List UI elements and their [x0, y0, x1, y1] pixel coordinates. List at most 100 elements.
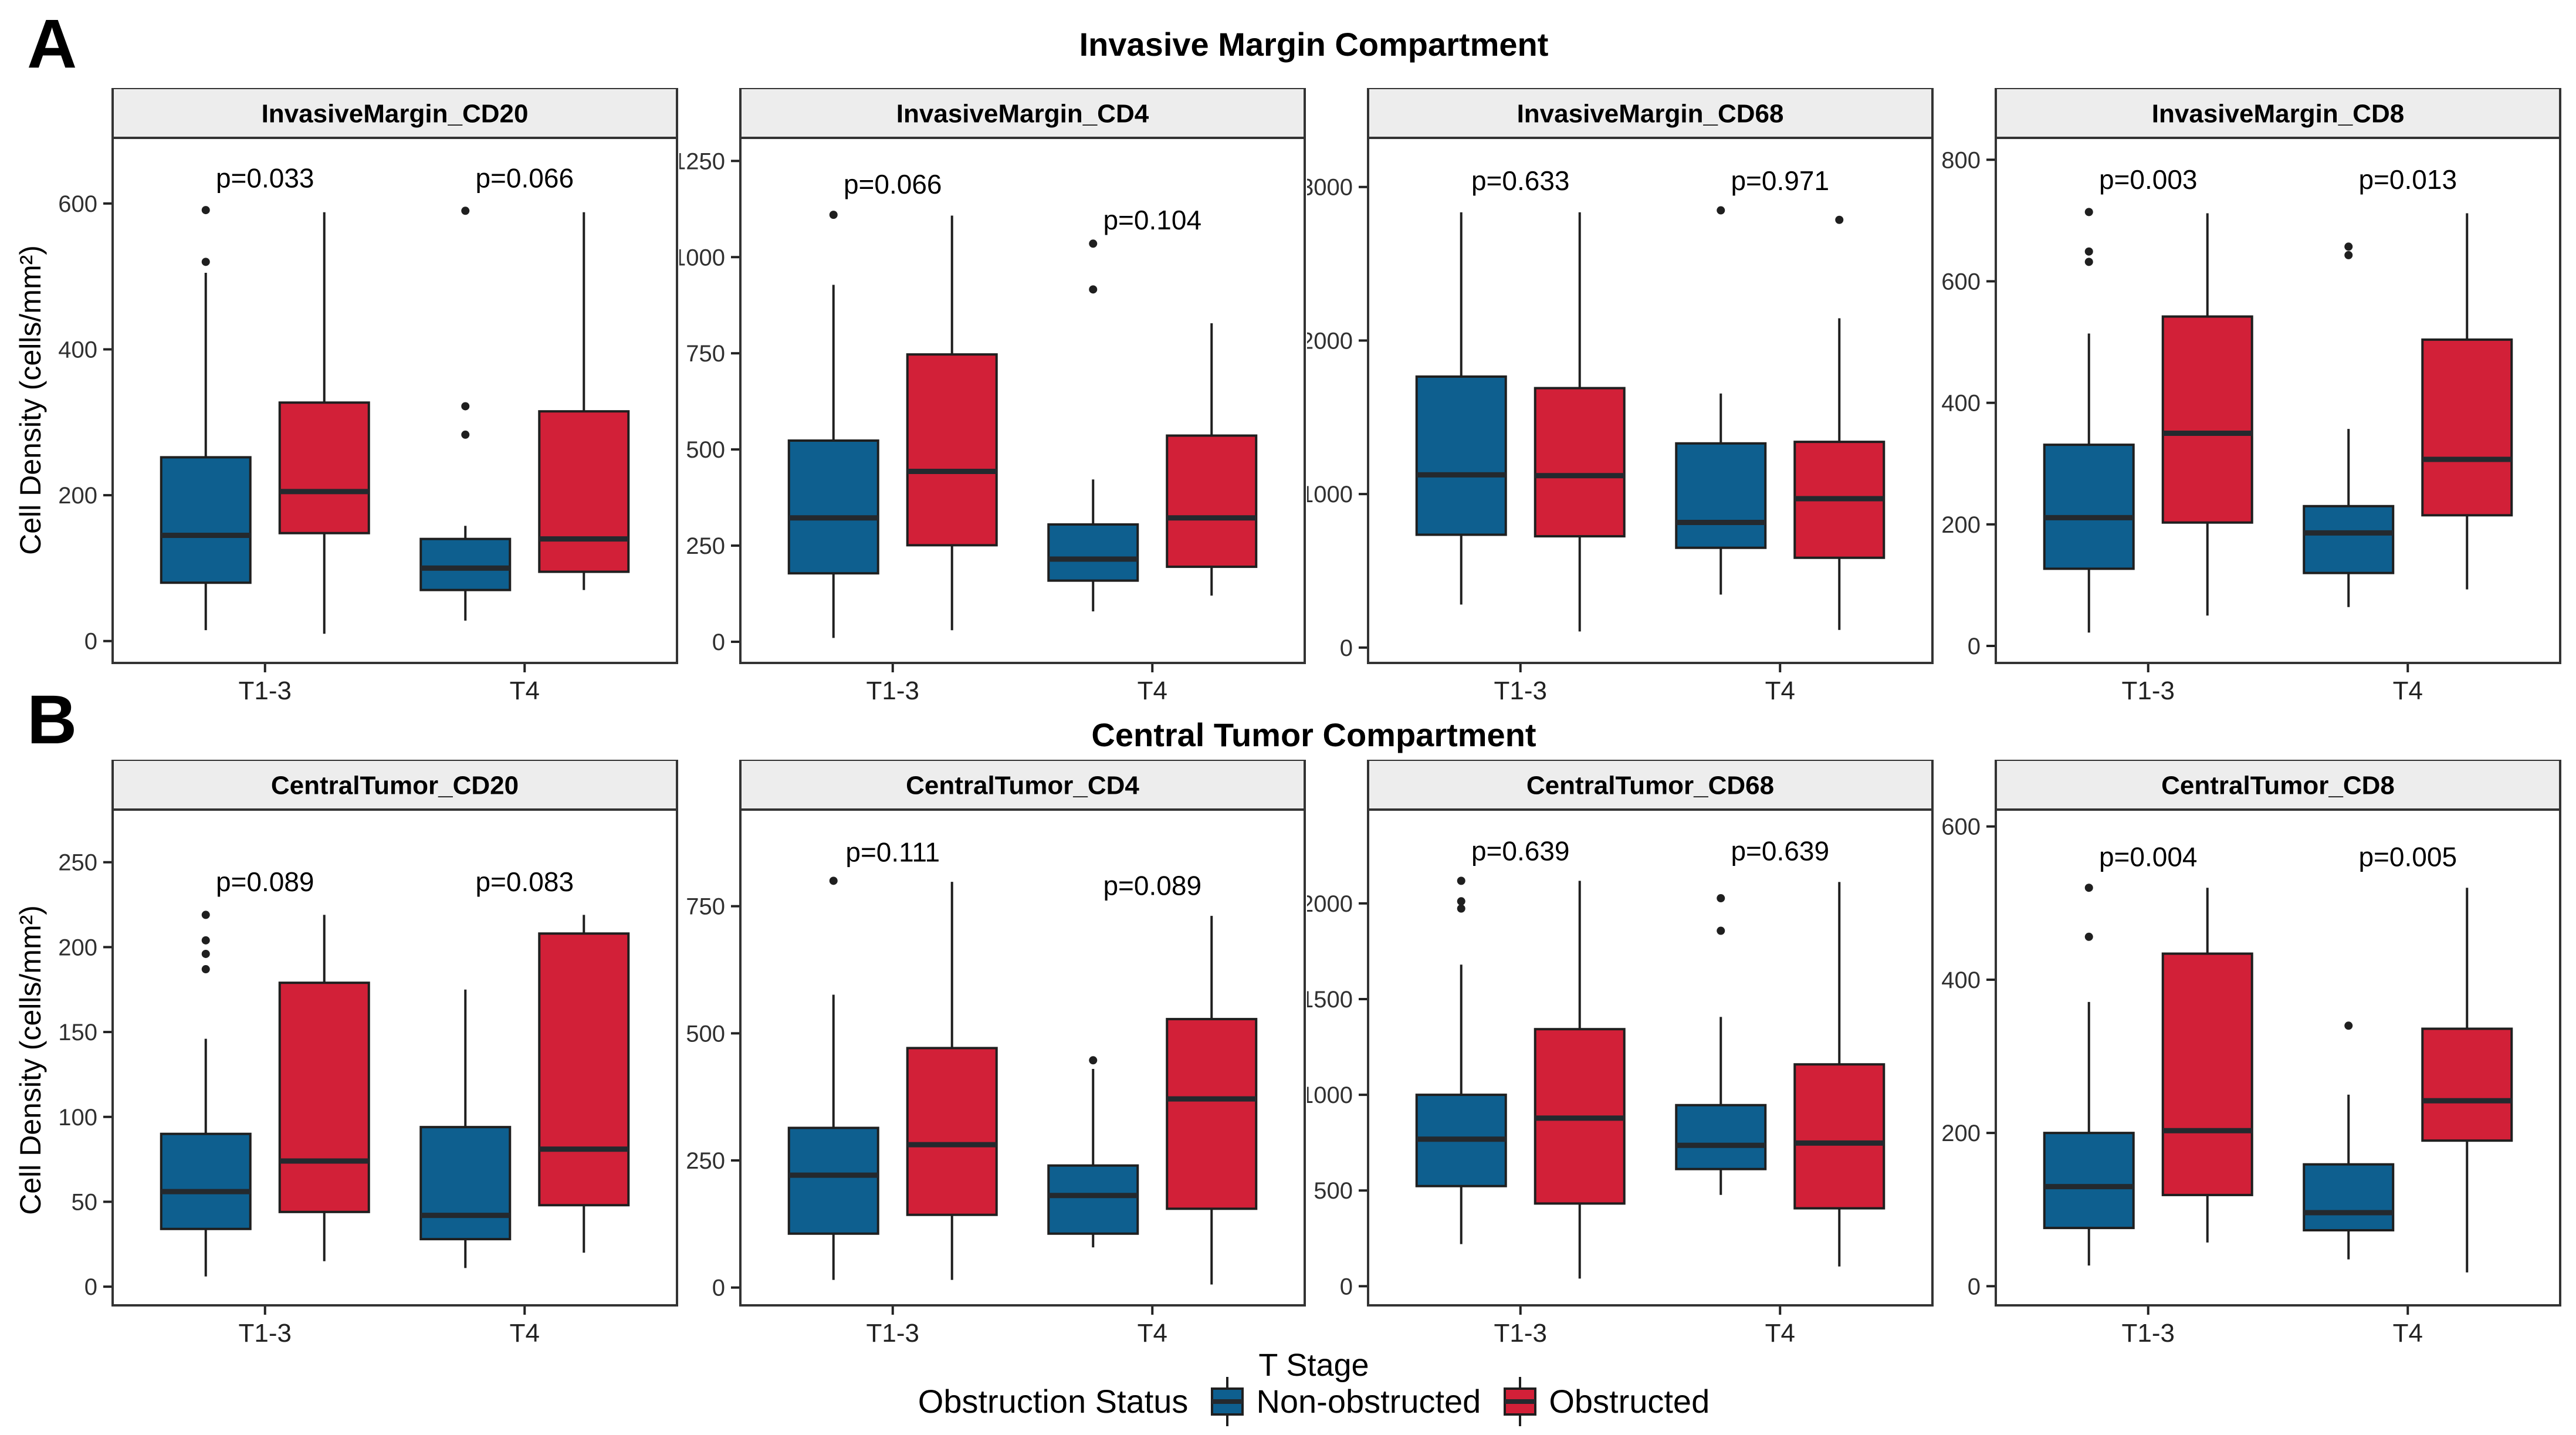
svg-text:600: 600	[1941, 814, 1981, 840]
row-a-panels: 0 200 400 600 T1-3 p=0.033 T4 p=0.066 InvasiveMa…	[0, 88, 2576, 710]
p-value-label: p=0.633	[1471, 165, 1570, 196]
svg-text:2000: 2000	[1307, 891, 1353, 917]
svg-text:1000: 1000	[1307, 482, 1353, 507]
svg-text:T1-3: T1-3	[1494, 676, 1546, 705]
panel-label-b: B	[27, 681, 77, 759]
facet-strip-title: CentralTumor_CD8	[2161, 771, 2395, 800]
svg-text:600: 600	[1941, 269, 1981, 295]
p-value-label: p=0.971	[1731, 165, 1829, 196]
svg-text:T4: T4	[2393, 676, 2423, 705]
row-b-title: Central Tumor Compartment	[1091, 716, 1536, 753]
p-value-label: p=0.089	[216, 867, 314, 897]
legend-label-non-obstructed: Non-obstructed	[1256, 1383, 1481, 1420]
p-value-label: p=0.089	[1103, 871, 1201, 901]
svg-text:200: 200	[1941, 512, 1981, 538]
panel-label-a: A	[27, 5, 77, 83]
p-value-label: p=0.066	[475, 163, 574, 194]
svg-text:200: 200	[1941, 1121, 1981, 1146]
p-value-label: p=0.111	[845, 837, 940, 867]
p-value-label: p=0.639	[1471, 835, 1570, 866]
svg-text:0: 0	[712, 1275, 725, 1301]
svg-text:0: 0	[84, 629, 97, 655]
svg-text:T1-3: T1-3	[2121, 676, 2174, 705]
legend-item-obstructed: Obstructed	[1501, 1376, 1710, 1427]
legend-label-obstructed: Obstructed	[1549, 1383, 1710, 1420]
row-a-title: Invasive Margin Compartment	[1079, 25, 1549, 63]
svg-text:0: 0	[1340, 1274, 1353, 1299]
svg-text:0: 0	[1340, 635, 1353, 661]
svg-text:500: 500	[686, 437, 725, 463]
svg-text:400: 400	[58, 337, 97, 363]
facet-panel-CentralTumor_CD8: 0 200 400 600 T1-3 p=0.004 T4 p=0.005 CentralTum…	[1941, 760, 2561, 1348]
facet-strip-title: CentralTumor_CD20	[271, 771, 519, 800]
legend: Obstruction Status Non-obstructed Obstru…	[0, 1376, 2576, 1426]
svg-text:1500: 1500	[1307, 987, 1353, 1013]
svg-text:T4: T4	[1765, 1319, 1795, 1348]
facet-strip-title: CentralTumor_CD68	[1526, 771, 1774, 800]
svg-text:T4: T4	[1765, 676, 1795, 705]
svg-text:1000: 1000	[679, 245, 725, 270]
x-axis-title: T Stage	[1258, 1348, 1369, 1383]
svg-text:200: 200	[58, 483, 97, 509]
svg-text:T1-3: T1-3	[2121, 1319, 2174, 1348]
p-value-label: p=0.013	[2358, 164, 2457, 195]
row-b-panels: 0 50 100 150 200 250 T1-3 p=0.089 T4 p=0.083 Centr…	[0, 760, 2576, 1349]
p-value-label: p=0.033	[216, 163, 314, 194]
facet-strip-title: InvasiveMargin_CD20	[262, 100, 529, 128]
svg-text:T4: T4	[510, 676, 540, 705]
y-axis-title-row-b: Cell Density (cells/mm²)	[14, 905, 47, 1215]
svg-text:T1-3: T1-3	[1494, 1319, 1546, 1348]
svg-text:400: 400	[1941, 391, 1981, 417]
svg-text:100: 100	[58, 1105, 97, 1131]
p-value-label: p=0.083	[475, 867, 574, 897]
non-obstructed-boxplot-key-icon	[1208, 1376, 1247, 1427]
facet-panel-InvasiveMargin_CD4: 0 250 500 750 1000 1250 T1-3 p=0.066 T4 p=0.104 In…	[679, 88, 1306, 705]
svg-text:0: 0	[712, 629, 725, 655]
legend-title: Obstruction Status	[918, 1383, 1189, 1420]
svg-text:3000: 3000	[1307, 175, 1353, 201]
facet-strip-title: InvasiveMargin_CD4	[896, 100, 1149, 128]
svg-text:750: 750	[686, 894, 725, 920]
svg-text:500: 500	[1314, 1178, 1353, 1204]
facet-panel-CentralTumor_CD4: 0 250 500 750 T1-3 p=0.111 T4 p=0.089 CentralTum…	[686, 760, 1306, 1348]
svg-text:0: 0	[84, 1274, 97, 1300]
svg-text:T4: T4	[2393, 1319, 2423, 1348]
svg-text:150: 150	[58, 1020, 97, 1045]
facet-panel-CentralTumor_CD20: 0 50 100 150 200 250 T1-3 p=0.089 T4 p=0.083 Centr…	[58, 760, 678, 1348]
svg-text:T1-3: T1-3	[238, 676, 291, 705]
facet-panel-CentralTumor_CD68: 0 500 1000 1500 2000 T1-3 p=0.639 T4 p=0.639 Cent…	[1307, 760, 1934, 1348]
facet-panel-InvasiveMargin_CD20: 0 200 400 600 T1-3 p=0.033 T4 p=0.066 InvasiveMa…	[58, 88, 678, 705]
facet-strip-title: InvasiveMargin_CD68	[1517, 100, 1784, 128]
svg-text:T1-3: T1-3	[238, 1319, 291, 1348]
svg-text:2000: 2000	[1307, 328, 1353, 354]
svg-text:T4: T4	[1138, 676, 1167, 705]
p-value-label: p=0.003	[2099, 164, 2198, 195]
obstructed-boxplot-key-icon	[1501, 1376, 1539, 1427]
facet-panel-InvasiveMargin_CD8: 0 200 400 600 800 T1-3 p=0.003 T4 p=0.013 Invasiv…	[1941, 88, 2561, 705]
legend-item-non-obstructed: Non-obstructed	[1208, 1376, 1481, 1427]
p-value-label: p=0.104	[1103, 205, 1201, 235]
svg-text:250: 250	[686, 1148, 725, 1174]
svg-text:250: 250	[58, 850, 97, 876]
y-axis-title-row-a: Cell Density (cells/mm²)	[14, 245, 47, 555]
svg-text:0: 0	[1968, 1274, 1981, 1299]
svg-text:400: 400	[1941, 967, 1981, 993]
svg-text:T4: T4	[1138, 1319, 1167, 1348]
svg-text:200: 200	[58, 935, 97, 960]
p-value-label: p=0.066	[844, 169, 942, 199]
svg-text:T1-3: T1-3	[866, 676, 919, 705]
svg-text:50: 50	[72, 1189, 98, 1215]
facet-panel-InvasiveMargin_CD68: 0 1000 2000 3000 T1-3 p=0.633 T4 p=0.971 Invasiv…	[1307, 88, 1934, 705]
svg-text:1000: 1000	[1307, 1082, 1353, 1108]
facet-strip-title: InvasiveMargin_CD8	[2152, 100, 2404, 128]
p-value-label: p=0.639	[1731, 835, 1829, 866]
svg-text:0: 0	[1968, 634, 1981, 659]
svg-text:800: 800	[1941, 147, 1981, 173]
svg-text:T4: T4	[510, 1319, 540, 1348]
svg-text:500: 500	[686, 1021, 725, 1047]
svg-text:750: 750	[686, 341, 725, 367]
p-value-label: p=0.004	[2099, 842, 2198, 872]
svg-text:1250: 1250	[679, 148, 725, 174]
svg-text:T1-3: T1-3	[866, 1319, 919, 1348]
svg-text:600: 600	[58, 191, 97, 217]
